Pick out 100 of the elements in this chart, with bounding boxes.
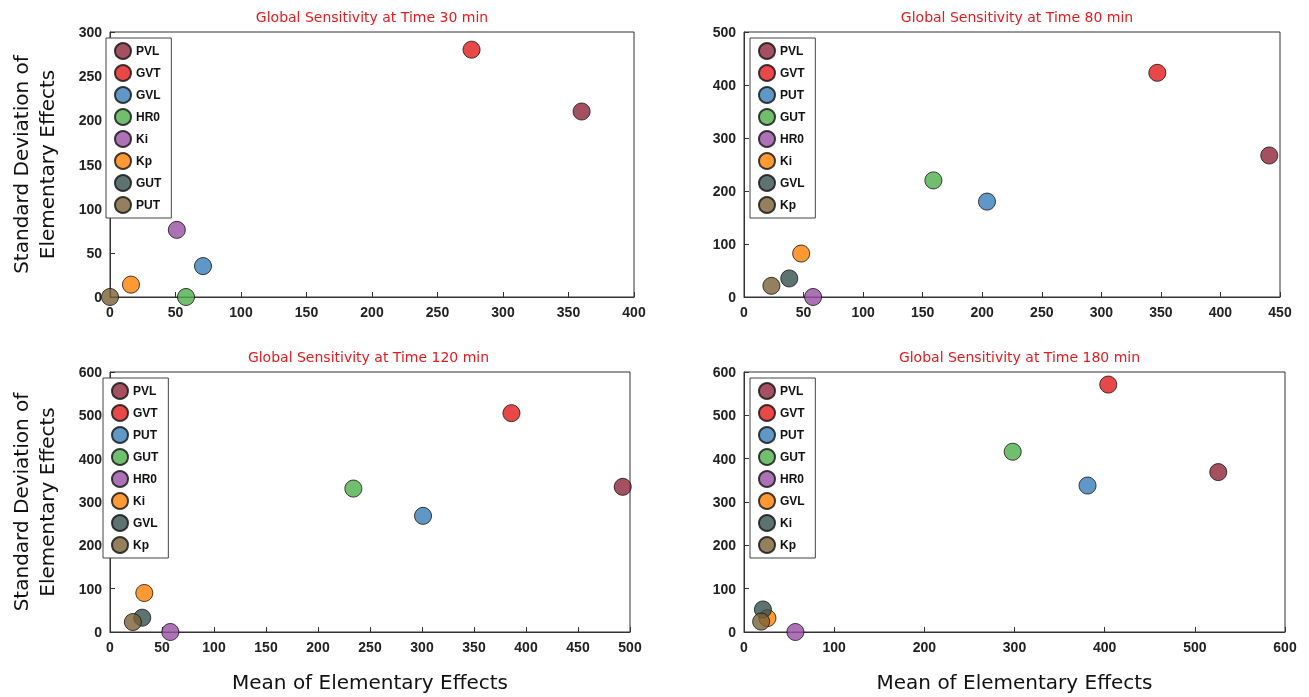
y-axis-title: Standard Deviation of Elementary Effects bbox=[9, 54, 59, 274]
legend-label: GVT bbox=[136, 66, 162, 80]
legend-label: GVT bbox=[780, 406, 806, 420]
x-tick-label: 200 bbox=[306, 639, 330, 655]
x-tick-label: 0 bbox=[106, 639, 115, 655]
x-tick-label: 200 bbox=[360, 304, 384, 320]
y-axis-title: Standard Deviation of Elementary Effects bbox=[9, 391, 59, 612]
legend-label: PVL bbox=[136, 44, 160, 58]
legend-label: GVT bbox=[780, 66, 806, 80]
y-tick-label: 0 bbox=[728, 289, 737, 305]
legend-label: GUT bbox=[133, 450, 159, 464]
x-tick-label: 50 bbox=[167, 304, 184, 320]
legend-label: GUT bbox=[780, 110, 806, 124]
legend-label: GVL bbox=[780, 176, 805, 190]
x-tick-label: 100 bbox=[229, 304, 253, 320]
x-tick-label: 300 bbox=[1089, 304, 1114, 320]
legend-label: PUT bbox=[136, 198, 161, 212]
y-tick-label: 250 bbox=[78, 68, 103, 85]
x-tick-label: 300 bbox=[1002, 639, 1027, 655]
x-tick-label: 500 bbox=[618, 639, 642, 655]
y-tick-label: 400 bbox=[712, 450, 737, 467]
legend-label: Kp bbox=[136, 154, 152, 168]
x-tick-label: 300 bbox=[410, 639, 434, 655]
x-tick-label: 150 bbox=[294, 304, 319, 320]
y-tick-label: 200 bbox=[712, 183, 737, 199]
y-tick-label: 0 bbox=[728, 624, 737, 640]
y-tick-label: 100 bbox=[712, 580, 737, 597]
x-tick-label: 400 bbox=[1092, 639, 1117, 655]
x-tick-label: 150 bbox=[910, 304, 935, 320]
y-tick-label: 300 bbox=[712, 494, 737, 510]
x-tick-label: 200 bbox=[970, 304, 995, 320]
x-tick-label: 0 bbox=[740, 639, 749, 655]
y-tick-label: 0 bbox=[94, 289, 103, 305]
x-tick-label: 100 bbox=[202, 639, 226, 655]
legend-label: Ki bbox=[780, 516, 792, 530]
legend-label: Kp bbox=[780, 198, 796, 212]
legend-label: GVL bbox=[136, 88, 161, 102]
x-tick-label: 400 bbox=[622, 304, 646, 320]
y-tick-label: 200 bbox=[712, 537, 737, 554]
x-tick-label: 450 bbox=[566, 639, 590, 655]
y-tick-label: 600 bbox=[712, 364, 737, 380]
legend-label: Kp bbox=[780, 538, 796, 552]
y-tick-label: 400 bbox=[712, 77, 737, 93]
legend-label: HR0 bbox=[133, 472, 158, 486]
x-tick-label: 0 bbox=[106, 304, 115, 320]
x-tick-label: 150 bbox=[254, 639, 278, 655]
x-tick-label: 600 bbox=[1273, 639, 1297, 655]
x-tick-label: 400 bbox=[1208, 304, 1233, 320]
x-tick-label: 350 bbox=[556, 304, 581, 320]
y-tick-label: 150 bbox=[78, 156, 103, 173]
y-tick-label: 500 bbox=[712, 24, 737, 40]
x-tick-label: 350 bbox=[1149, 304, 1173, 320]
chart-title: Global Sensitivity at Time 80 min bbox=[900, 9, 1134, 25]
legend-label: PUT bbox=[133, 428, 158, 442]
legend-label: PVL bbox=[780, 44, 804, 58]
legend-label: PUT bbox=[780, 88, 805, 102]
legend-label: HR0 bbox=[780, 472, 805, 486]
x-tick-label: 50 bbox=[154, 639, 170, 655]
x-tick-label: 50 bbox=[795, 304, 812, 320]
x-axis-title: Mean of Elementary Effects bbox=[876, 670, 1153, 694]
legend-label: GVL bbox=[780, 494, 805, 508]
y-tick-label: 300 bbox=[78, 24, 103, 40]
y-tick-label: 600 bbox=[78, 364, 103, 380]
chart-title: Global Sensitivity at Time 120 min bbox=[247, 349, 490, 365]
chart-title: Global Sensitivity at Time 30 min bbox=[255, 9, 489, 25]
y-tick-label: 200 bbox=[78, 112, 103, 129]
x-tick-label: 250 bbox=[425, 304, 450, 320]
y-tick-label: 50 bbox=[86, 244, 103, 261]
legend-label: GVL bbox=[133, 516, 158, 530]
y-tick-label: 0 bbox=[94, 624, 103, 640]
legend-label: HR0 bbox=[780, 132, 805, 146]
y-tick-label: 500 bbox=[712, 407, 737, 424]
x-tick-label: 100 bbox=[822, 639, 847, 655]
legend-label: Kp bbox=[133, 538, 149, 552]
chart-title: Global Sensitivity at Time 180 min bbox=[898, 349, 1141, 365]
legend-label: HR0 bbox=[136, 110, 161, 124]
x-axis-title: Mean of Elementary Effects bbox=[232, 670, 508, 694]
y-tick-label: 100 bbox=[78, 200, 103, 217]
y-tick-label: 200 bbox=[78, 537, 103, 554]
x-tick-label: 0 bbox=[740, 304, 749, 320]
legend-label: Ki bbox=[133, 494, 145, 508]
legend-label: GVT bbox=[133, 406, 159, 420]
x-tick-label: 300 bbox=[491, 304, 515, 320]
y-tick-label: 500 bbox=[78, 407, 103, 424]
legend-label: PUT bbox=[780, 428, 805, 442]
x-tick-label: 400 bbox=[514, 639, 538, 655]
x-tick-label: 350 bbox=[462, 639, 486, 655]
legend-label: Ki bbox=[780, 154, 792, 168]
legend-label: PVL bbox=[780, 384, 804, 398]
legend-label: Ki bbox=[136, 132, 148, 146]
x-tick-label: 250 bbox=[1030, 304, 1054, 320]
legend-label: GUT bbox=[136, 176, 162, 190]
x-tick-label: 450 bbox=[1268, 304, 1292, 320]
legend-label: PVL bbox=[133, 384, 157, 398]
y-tick-label: 300 bbox=[712, 130, 737, 146]
x-tick-label: 200 bbox=[912, 639, 937, 655]
legend-label: GUT bbox=[780, 450, 806, 464]
x-tick-label: 500 bbox=[1183, 639, 1207, 655]
x-tick-label: 100 bbox=[851, 304, 875, 320]
y-tick-label: 100 bbox=[712, 236, 737, 252]
